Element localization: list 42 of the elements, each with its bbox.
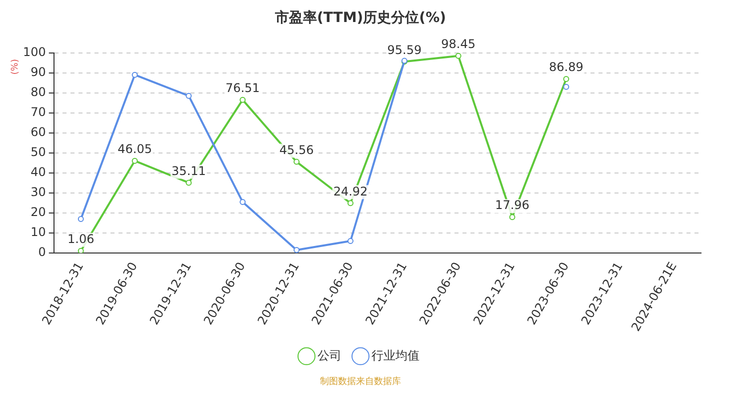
point [186,180,192,186]
data-label: 46.05 [118,142,152,156]
point [347,200,354,206]
y-tick-label: 70 [30,104,46,119]
point [78,216,84,222]
point [132,158,138,164]
point [455,52,462,59]
point [509,214,516,220]
y-tick-label: 60 [30,125,46,140]
y-tick-label: 20 [30,205,46,220]
data-label: 95.59 [387,42,422,57]
point [563,76,570,82]
y-tick-label: 10 [30,225,46,240]
data-label: 98.45 [441,37,476,52]
chart-title: 市盈率(TTM)历史分位(%) [274,9,446,26]
y-axis-title: (%) [10,59,20,75]
y-tick-label: 80 [30,84,46,99]
data-label: 76.51 [225,80,260,95]
legend-label: 行业均值 [372,348,420,362]
point [563,84,570,90]
data-label: 17.96 [495,198,530,212]
y-tick-label: 100 [23,44,46,59]
point [294,247,300,254]
point [186,92,192,99]
data-label: 24.92 [333,184,368,198]
data-label: 35.11 [172,164,206,178]
point [240,96,246,103]
point [78,248,84,254]
y-tick-label: 90 [30,64,46,79]
point [347,238,354,244]
y-tick-label: 40 [30,165,46,180]
y-tick-label: 50 [30,145,46,160]
y-tick-label: 30 [30,185,46,200]
data-label: 45.56 [279,142,314,157]
point [132,72,138,78]
point [240,198,246,205]
data-label: 1.06 [68,232,94,246]
point [294,158,300,165]
text: 制图数据来自数据库 [320,376,401,387]
y-tick-label: 0 [38,245,46,260]
data-label: 86.89 [549,60,584,74]
legend-label: 公司 [318,348,342,362]
